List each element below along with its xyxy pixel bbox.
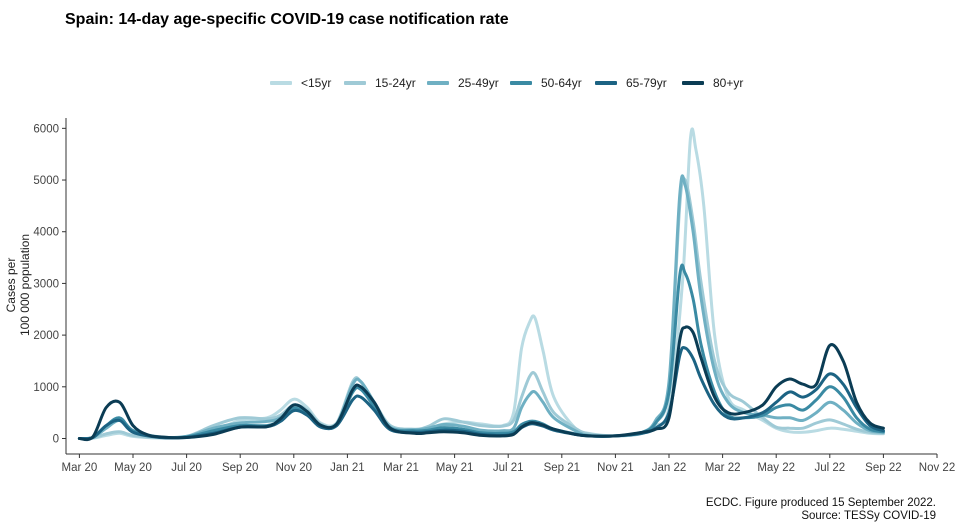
legend-swatch	[427, 81, 449, 85]
x-tick-label: Mar 20	[62, 462, 98, 474]
legend-swatch	[682, 81, 704, 85]
x-tick-label: Jul 21	[493, 462, 524, 474]
y-tick-label: 2000	[33, 330, 59, 342]
x-tick-label: Jan 22	[652, 462, 687, 474]
y-tick-label: 5000	[33, 175, 59, 187]
footer-source: Source: TESSy COVID-19	[801, 510, 936, 522]
series-line-80-yr	[77, 325, 885, 442]
x-tick-label: Nov 21	[597, 462, 633, 474]
footer: ECDC. Figure produced 15 September 2022.…	[706, 497, 936, 523]
chart-title: Spain: 14-day age-specific COVID-19 case…	[65, 11, 509, 28]
legend-swatch	[510, 81, 532, 85]
legend-label: <15yr	[301, 76, 332, 90]
legend-label: 15-24yr	[375, 76, 416, 90]
legend-item: 50-64yr	[510, 73, 582, 93]
y-tick-label: 4000	[33, 227, 59, 239]
legend-label: 65-79yr	[626, 76, 667, 90]
x-tick-label: Jul 20	[171, 462, 202, 474]
legend-swatch	[595, 81, 617, 85]
x-tick-label: May 20	[114, 462, 152, 474]
x-tick-label: Sep 20	[222, 462, 258, 474]
x-tick-label: Sep 21	[544, 462, 580, 474]
legend-swatch	[270, 81, 292, 85]
y-tick-label: 6000	[33, 123, 59, 135]
legend-swatch	[344, 81, 366, 85]
series-line-15-24yr	[77, 176, 885, 441]
legend-item: 25-49yr	[427, 73, 499, 93]
legend-label: 50-64yr	[541, 76, 582, 90]
legend-label: 80+yr	[713, 76, 744, 90]
legend-item: 80+yr	[682, 73, 743, 93]
x-tick-label: Nov 22	[919, 462, 955, 474]
x-tick-label: Jan 21	[330, 462, 365, 474]
legend-item: 65-79yr	[595, 73, 667, 93]
legend-item: <15yr	[270, 73, 331, 93]
x-tick-label: Sep 22	[865, 462, 901, 474]
series-line-25-49yr	[77, 174, 885, 441]
legend-label: 25-49yr	[458, 76, 499, 90]
x-tick-label: May 22	[757, 462, 795, 474]
y-tick-label: 3000	[33, 278, 59, 290]
x-tick-label: Nov 20	[276, 462, 312, 474]
footer-credit: ECDC. Figure produced 15 September 2022.	[705, 497, 936, 509]
legend-item: 15-24yr	[344, 73, 416, 93]
x-tick-label: Jul 22	[814, 462, 845, 474]
x-tick-label: May 21	[436, 462, 474, 474]
x-tick-label: Mar 21	[383, 462, 419, 474]
y-tick-label: 1000	[33, 382, 59, 394]
series-line-15yr	[77, 127, 885, 441]
legend: <15yr 15-24yr 25-49yr 50-64yr 65-79yr 80+yr	[0, 73, 955, 93]
x-tick-label: Mar 22	[705, 462, 741, 474]
y-tick-label: 0	[53, 433, 59, 445]
